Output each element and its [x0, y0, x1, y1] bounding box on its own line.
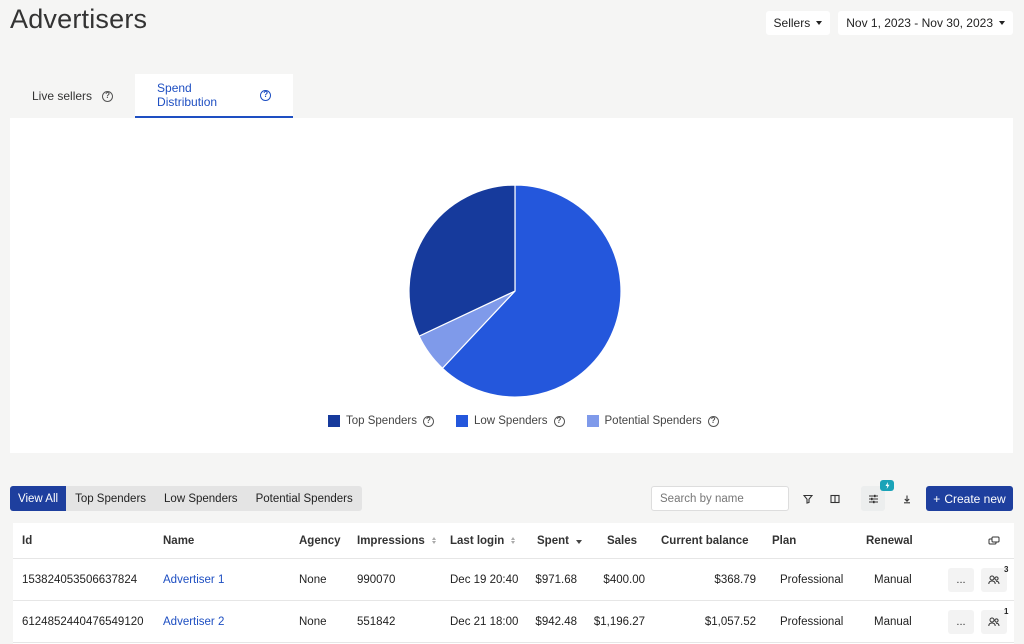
cell-spent: $942.48 [535, 615, 577, 628]
column-header-impressions[interactable]: Impressions [357, 523, 436, 558]
row-users [981, 559, 1007, 600]
filter-top-spenders[interactable]: Top Spenders [75, 492, 147, 505]
cell-id: 6124852440476549120 [22, 615, 144, 628]
tab-live-sellers[interactable]: Live sellers ? [10, 74, 135, 118]
help-icon[interactable]: ? [553, 415, 565, 427]
column-header-renewal[interactable]: Renewal [866, 534, 913, 547]
table-settings-icon[interactable] [981, 523, 1007, 558]
cell-current-balance: $368.79 [714, 573, 756, 586]
columns-icon[interactable] [823, 486, 847, 511]
search-input[interactable] [651, 486, 789, 511]
cell-renewal: Manual [874, 573, 912, 586]
cell-agency: None [299, 573, 327, 586]
row-actions: ... [948, 559, 974, 600]
lightning-icon [880, 480, 894, 491]
column-header-spent[interactable]: Spent [537, 523, 582, 558]
cell-plan: Professional [780, 573, 844, 586]
date-range-dropdown[interactable]: Nov 1, 2023 - Nov 30, 2023 [838, 11, 1013, 35]
cell-plan: Professional [780, 615, 844, 628]
help-icon[interactable]: ? [260, 89, 272, 101]
table-row[interactable]: 153824053506637824 Advertiser 1 None 990… [13, 559, 1014, 601]
legend-swatch [328, 415, 340, 427]
tab-label: Spend Distribution [157, 81, 218, 109]
cell-last-login: Dec 19 20:40 [450, 573, 519, 586]
sellers-dropdown[interactable]: Sellers [765, 11, 831, 35]
filter-low-spenders[interactable]: Low Spenders [164, 492, 238, 505]
header-controls: Sellers Nov 1, 2023 - Nov 30, 2023 [765, 11, 1013, 35]
sort-icon [431, 537, 436, 544]
legend-swatch [586, 415, 599, 427]
legend-item-low-spenders[interactable]: Low Spenders ? [455, 415, 565, 427]
help-icon[interactable]: ? [102, 90, 114, 102]
create-new-button[interactable]: + Create new [926, 486, 1013, 511]
more-actions-button[interactable]: ... [948, 609, 974, 634]
filter-view-all[interactable]: View All [10, 486, 67, 511]
legend-label: Potential Spenders [604, 415, 702, 427]
cell-sales: $400.00 [603, 573, 645, 586]
cell-current-balance: $1,057.52 [704, 615, 756, 628]
row-users [981, 601, 1007, 642]
advertiser-link[interactable]: Advertiser 2 [163, 615, 225, 628]
cell-sales: $1,196.27 [593, 615, 645, 628]
users-icon[interactable] [981, 609, 1007, 634]
advertiser-link[interactable]: Advertiser 1 [163, 573, 225, 586]
row-actions: ... [948, 601, 974, 642]
column-header-plan[interactable]: Plan [772, 534, 797, 547]
pie-chart [408, 184, 622, 398]
filter-potential-spenders[interactable]: Potential Spenders [255, 492, 353, 505]
user-count-badge: 1 [1004, 607, 1009, 616]
legend-item-potential-spenders[interactable]: Potential Spenders ? [586, 415, 719, 427]
column-header-agency[interactable]: Agency [299, 534, 341, 547]
date-range-label: Nov 1, 2023 - Nov 30, 2023 [846, 16, 993, 30]
tab-label: Live sellers [32, 89, 93, 103]
page-title: Advertisers [10, 4, 148, 34]
legend-label: Top Spenders [346, 415, 417, 427]
spend-distribution-chart: Top Spenders ? Low Spenders ? Potential … [10, 118, 1013, 453]
legend-swatch [455, 415, 468, 427]
column-header-current-balance[interactable]: Current balance [661, 534, 749, 547]
users-icon[interactable] [981, 567, 1007, 592]
cell-id: 153824053506637824 [22, 573, 138, 586]
cell-renewal: Manual [874, 615, 912, 628]
cell-impressions: 990070 [357, 573, 396, 586]
tab-spend-distribution[interactable]: Spend Distribution ? [135, 74, 294, 118]
create-new-label: Create new [944, 491, 1006, 506]
download-icon[interactable] [895, 486, 919, 511]
chart-legend: Top Spenders ? Low Spenders ? Potential … [328, 415, 719, 427]
plus-icon: + [933, 491, 941, 506]
cell-agency: None [299, 615, 327, 628]
user-count-badge: 3 [1004, 565, 1009, 574]
table-row[interactable]: 6124852440476549120 Advertiser 2 None 55… [13, 601, 1014, 643]
cell-spent: $971.68 [535, 573, 577, 586]
column-header-id[interactable]: Id [22, 534, 33, 547]
sort-descending-icon [575, 535, 582, 547]
legend-item-top-spenders[interactable]: Top Spenders ? [328, 415, 434, 427]
more-actions-button[interactable]: ... [948, 567, 974, 592]
help-icon[interactable]: ? [422, 415, 434, 427]
sellers-dropdown-label: Sellers [773, 16, 811, 30]
pie-slice-top-spenders[interactable] [408, 184, 516, 337]
sort-icon [511, 537, 516, 544]
column-header-sales[interactable]: Sales [606, 534, 637, 547]
cell-impressions: 551842 [357, 615, 396, 628]
caret-down-icon [999, 21, 1005, 25]
pie-slice-low-spenders[interactable] [441, 184, 622, 398]
advertisers-table: Id Name Agency Impressions Last login Sp… [13, 523, 1014, 644]
legend-label: Low Spenders [473, 415, 548, 427]
help-icon[interactable]: ? [707, 415, 719, 427]
tab-bar: Live sellers ? Spend Distribution ? [10, 74, 294, 118]
column-header-last-login[interactable]: Last login [450, 523, 516, 558]
caret-down-icon [816, 21, 823, 25]
segment-filter: View All Top Spenders Low Spenders Poten… [10, 486, 362, 511]
filter-icon[interactable] [796, 486, 820, 511]
cell-last-login: Dec 21 18:00 [450, 615, 519, 628]
column-header-name[interactable]: Name [163, 534, 195, 547]
table-header: Id Name Agency Impressions Last login Sp… [13, 523, 1014, 559]
